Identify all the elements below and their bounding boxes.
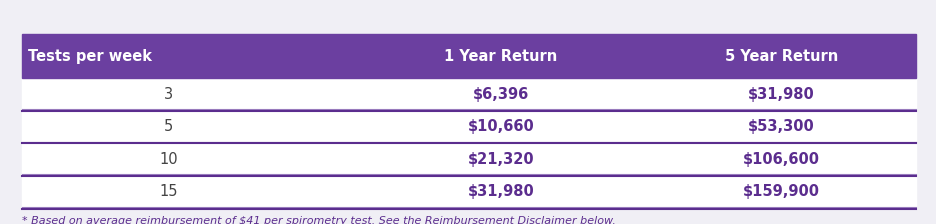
Text: $31,980: $31,980 xyxy=(467,184,534,199)
Text: 10: 10 xyxy=(159,152,178,167)
Text: $106,600: $106,600 xyxy=(743,152,820,167)
Text: $10,660: $10,660 xyxy=(467,119,534,134)
Bar xyxy=(22,143,916,175)
Text: $159,900: $159,900 xyxy=(743,184,820,199)
Text: $53,300: $53,300 xyxy=(748,119,815,134)
Bar xyxy=(22,34,916,78)
Text: 15: 15 xyxy=(159,184,178,199)
Text: $31,980: $31,980 xyxy=(748,87,815,102)
Text: 5 Year Return: 5 Year Return xyxy=(725,49,838,63)
Text: * Based on average reimbursement of $41 per spirometry test. See the Reimburseme: * Based on average reimbursement of $41 … xyxy=(22,216,616,224)
Bar xyxy=(22,175,916,208)
Text: 3: 3 xyxy=(164,87,173,102)
Text: 1 Year Return: 1 Year Return xyxy=(445,49,557,63)
Text: Tests per week: Tests per week xyxy=(28,49,153,63)
Bar xyxy=(22,78,916,110)
Text: 5: 5 xyxy=(164,119,173,134)
Bar xyxy=(22,110,916,143)
Text: $21,320: $21,320 xyxy=(467,152,534,167)
Text: $6,396: $6,396 xyxy=(473,87,529,102)
